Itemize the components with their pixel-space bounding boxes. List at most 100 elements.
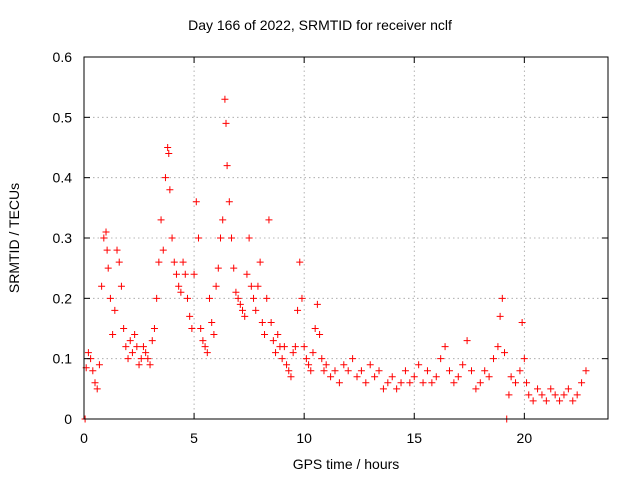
- data-point: [261, 331, 269, 339]
- data-point: [115, 258, 123, 266]
- data-point: [89, 367, 97, 375]
- data-point: [111, 306, 119, 314]
- data-point: [126, 337, 134, 345]
- data-point: [161, 174, 169, 182]
- data-point: [247, 282, 255, 290]
- data-point: [371, 373, 379, 381]
- data-point: [135, 361, 143, 369]
- data-point: [313, 300, 321, 308]
- data-point: [415, 361, 423, 369]
- data-point: [199, 337, 207, 345]
- data-point: [534, 385, 542, 393]
- data-point: [560, 391, 568, 399]
- data-point: [256, 258, 264, 266]
- data-point: [252, 306, 260, 314]
- data-point: [379, 385, 387, 393]
- data-point: [525, 391, 533, 399]
- data-point: [578, 379, 586, 387]
- data-point: [165, 150, 173, 158]
- data-point: [445, 367, 453, 375]
- data-point: [298, 294, 306, 302]
- data-point: [432, 373, 440, 381]
- data-point: [131, 331, 139, 339]
- data-point: [164, 144, 172, 151]
- data-point: [278, 355, 286, 363]
- data-point: [459, 361, 467, 369]
- data-point: [335, 379, 343, 387]
- data-point: [551, 391, 559, 399]
- data-point: [291, 343, 299, 351]
- data-point: [289, 349, 297, 357]
- data-point: [214, 264, 222, 272]
- x-axis-label: GPS time / hours: [292, 456, 400, 472]
- data-point: [538, 391, 546, 399]
- data-point: [258, 318, 266, 326]
- data-point: [177, 288, 185, 296]
- data-point: [353, 373, 361, 381]
- x-tick-label: 5: [190, 430, 198, 446]
- data-point: [320, 367, 328, 375]
- data-point: [183, 294, 191, 302]
- data-point: [221, 95, 229, 103]
- data-point: [265, 216, 273, 224]
- data-point: [520, 355, 528, 363]
- data-point: [106, 294, 114, 302]
- data-point: [212, 282, 220, 290]
- data-point: [287, 373, 295, 381]
- data-point: [582, 367, 590, 375]
- data-point: [230, 264, 238, 272]
- data-point: [236, 300, 244, 308]
- data-point: [393, 385, 401, 393]
- data-points: [81, 95, 590, 423]
- data-point: [512, 379, 520, 387]
- data-point: [139, 343, 147, 351]
- data-point: [419, 379, 427, 387]
- data-point: [100, 234, 108, 242]
- data-point: [307, 367, 315, 375]
- data-point: [142, 349, 150, 357]
- data-point: [322, 361, 330, 369]
- data-point: [254, 282, 262, 290]
- data-point: [507, 373, 515, 381]
- x-tick-label: 0: [80, 430, 88, 446]
- data-point: [410, 373, 418, 381]
- data-point: [219, 216, 227, 224]
- data-point: [201, 343, 209, 351]
- data-point: [150, 325, 158, 332]
- data-point: [205, 294, 213, 302]
- data-point: [366, 361, 374, 369]
- data-point: [505, 391, 513, 399]
- data-point: [144, 355, 152, 363]
- data-point: [239, 306, 247, 314]
- data-point: [401, 367, 409, 375]
- data-point: [203, 349, 211, 357]
- data-point: [155, 258, 163, 266]
- data-point: [122, 343, 130, 351]
- data-point: [175, 282, 183, 290]
- data-point: [340, 361, 348, 369]
- data-point: [232, 288, 240, 296]
- data-point: [498, 294, 506, 302]
- data-point: [243, 270, 251, 278]
- data-point: [516, 367, 524, 375]
- data-point: [241, 312, 249, 320]
- data-point: [423, 367, 431, 375]
- x-tick-label: 10: [296, 430, 312, 446]
- data-point: [463, 337, 471, 345]
- data-point: [375, 367, 383, 375]
- data-point: [186, 312, 194, 320]
- data-point: [113, 246, 121, 254]
- y-tick-label: 0.1: [53, 351, 73, 367]
- data-point: [109, 331, 117, 339]
- data-point: [523, 379, 531, 387]
- data-point: [217, 234, 225, 242]
- data-point: [542, 397, 550, 405]
- data-point: [501, 349, 509, 357]
- data-point: [472, 385, 480, 393]
- data-point: [437, 355, 445, 363]
- data-point: [573, 391, 581, 399]
- data-point: [362, 379, 370, 387]
- data-point: [84, 349, 92, 357]
- data-point: [272, 349, 280, 357]
- data-point: [222, 119, 230, 127]
